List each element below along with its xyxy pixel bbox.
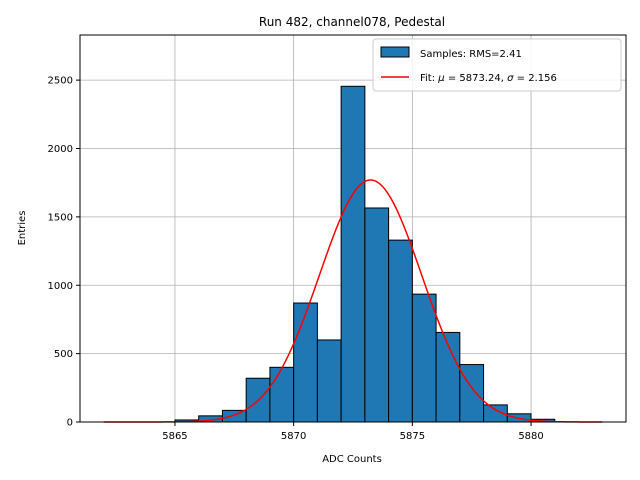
x-axis-label: ADC Counts bbox=[322, 454, 382, 465]
histogram-bar bbox=[316, 339, 342, 423]
x-tick-label: 5865 bbox=[162, 431, 187, 442]
histogram-bar bbox=[459, 364, 485, 423]
histogram-bar bbox=[388, 239, 413, 423]
histogram-bar bbox=[269, 366, 295, 423]
y-axis-label: Entries bbox=[17, 211, 28, 246]
legend-bar-swatch bbox=[380, 46, 410, 58]
plot-frame bbox=[79, 34, 627, 423]
x-axis-ticks: 5865 5870 5875 5880 bbox=[162, 422, 544, 442]
y-axis-ticks: 0 500 1000 1500 2000 2500 bbox=[48, 76, 80, 429]
legend-label-fit: Fit: μ = 5873.24, σ = 2.156 bbox=[420, 73, 557, 84]
y-tick-label: 0 bbox=[67, 418, 73, 429]
histogram-bar bbox=[364, 207, 390, 423]
legend-label-samples: Samples: RMS=2.41 bbox=[420, 49, 522, 60]
y-tick-label: 2500 bbox=[48, 76, 73, 87]
x-tick-label: 5880 bbox=[518, 431, 543, 442]
y-tick-label: 1500 bbox=[48, 212, 73, 223]
x-tick-label: 5870 bbox=[281, 431, 306, 442]
chart-title: Run 482, channel078, Pedestal bbox=[259, 15, 445, 29]
histogram-bar bbox=[293, 302, 318, 423]
y-tick-label: 1000 bbox=[48, 281, 73, 292]
y-tick-label: 500 bbox=[54, 349, 73, 360]
histogram-bar bbox=[411, 293, 437, 423]
legend-box bbox=[372, 38, 622, 92]
y-tick-label: 2000 bbox=[48, 144, 73, 155]
x-tick-label: 5875 bbox=[400, 431, 425, 442]
legend: Samples: RMS=2.41 Fit: μ = 5873.24, σ = … bbox=[372, 38, 622, 92]
histogram-bar bbox=[340, 85, 366, 423]
